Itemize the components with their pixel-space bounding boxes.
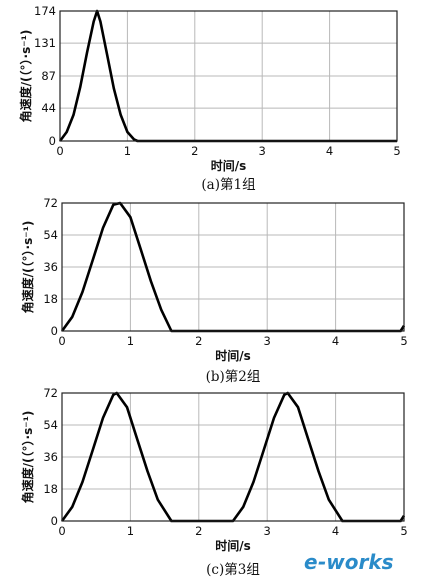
y-axis-label: 角速度/(（°）·s⁻¹) bbox=[20, 411, 35, 504]
chart-panel-1: 0 1 2 3 4 5 0 44 87 131 174 时间/s 角速度/(（°）·s⁻¹) (a)第1组 bbox=[18, 4, 401, 193]
panel-caption: (c)第3组 bbox=[206, 561, 260, 578]
x-tick-label: 4 bbox=[332, 334, 339, 348]
y-tick-label: 18 bbox=[43, 482, 58, 496]
y-tick-label: 0 bbox=[49, 134, 56, 148]
panel-caption: (a)第1组 bbox=[201, 176, 255, 193]
watermark-logo: e -works bbox=[304, 550, 394, 574]
y-tick-label: 72 bbox=[43, 196, 58, 210]
x-tick-label: 3 bbox=[264, 334, 271, 348]
x-tick-label: 0 bbox=[58, 334, 65, 348]
y-tick-label: 131 bbox=[34, 36, 56, 50]
chart-panel-3: 0 1 2 3 4 5 0 18 36 54 72 时间/s 角速度/(（°）·s⁻¹) (c)第3组 bbox=[20, 386, 408, 578]
y-tick-label: 0 bbox=[51, 324, 58, 338]
panel-caption: (b)第2组 bbox=[206, 368, 261, 385]
y-tick-label: 0 bbox=[51, 514, 58, 528]
watermark-text: -works bbox=[318, 550, 394, 574]
y-axis-label: 角速度/(（°）·s⁻¹) bbox=[18, 30, 33, 123]
x-tick-label: 1 bbox=[127, 524, 134, 538]
x-tick-label: 2 bbox=[195, 334, 202, 348]
plot-frame bbox=[59, 10, 398, 142]
y-axis-label: 角速度/(（°）·s⁻¹) bbox=[20, 221, 35, 314]
x-tick-label: 1 bbox=[127, 334, 134, 348]
plot-frame bbox=[61, 392, 405, 522]
x-axis-label: 时间/s bbox=[211, 158, 247, 173]
x-axis-label: 时间/s bbox=[215, 538, 251, 553]
plot-frame bbox=[61, 202, 405, 332]
chart-panel-2: 0 1 2 3 4 5 0 18 36 54 72 时间/s 角速度/(（°）·s⁻¹) (b)第2组 bbox=[20, 196, 408, 385]
x-tick-label: 2 bbox=[195, 524, 202, 538]
x-tick-label: 5 bbox=[400, 334, 407, 348]
x-tick-label: 1 bbox=[124, 144, 131, 158]
y-tick-label: 174 bbox=[34, 4, 56, 18]
x-tick-label: 3 bbox=[264, 524, 271, 538]
x-tick-label: 3 bbox=[259, 144, 266, 158]
x-tick-label: 0 bbox=[58, 524, 65, 538]
y-tick-label: 54 bbox=[43, 228, 58, 242]
x-tick-label: 5 bbox=[393, 144, 400, 158]
x-tick-label: 4 bbox=[326, 144, 333, 158]
y-tick-label: 36 bbox=[43, 450, 58, 464]
x-tick-label: 5 bbox=[400, 524, 407, 538]
y-tick-label: 54 bbox=[43, 418, 58, 432]
y-tick-label: 18 bbox=[43, 292, 58, 306]
y-tick-label: 44 bbox=[41, 101, 56, 115]
x-tick-label: 2 bbox=[191, 144, 198, 158]
x-axis-label: 时间/s bbox=[215, 348, 251, 363]
y-tick-label: 87 bbox=[41, 69, 56, 83]
x-tick-label: 4 bbox=[332, 524, 339, 538]
x-tick-label: 0 bbox=[56, 144, 63, 158]
y-tick-label: 36 bbox=[43, 260, 58, 274]
y-tick-label: 72 bbox=[43, 386, 58, 400]
watermark-prefix: e bbox=[304, 550, 318, 574]
